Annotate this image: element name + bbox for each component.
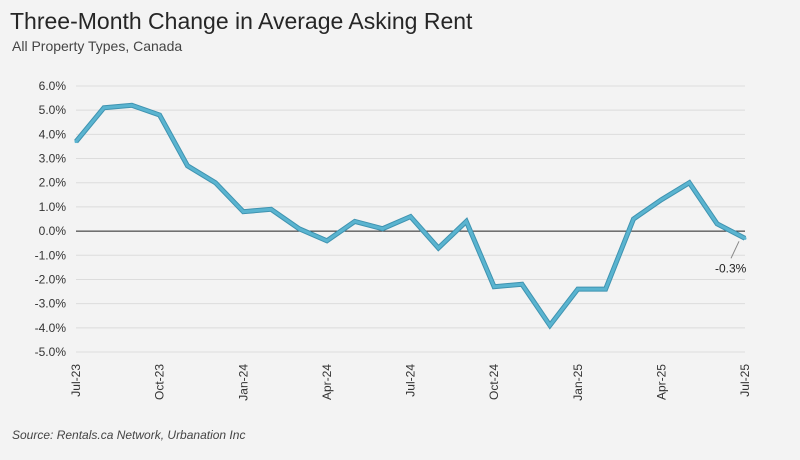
data-point [464, 219, 468, 223]
x-tick-label: Oct-23 [153, 364, 167, 400]
chart-title: Three-Month Change in Average Asking Ren… [10, 8, 473, 34]
annotation-layer: -0.3% [715, 241, 747, 275]
data-point [576, 287, 580, 291]
y-tick-label: 1.0% [39, 200, 67, 214]
y-tick-label: 0.0% [39, 224, 67, 238]
x-tick-label: Oct-24 [487, 364, 501, 400]
data-point [715, 222, 719, 226]
data-point [241, 210, 245, 214]
x-tick-label: Jul-24 [404, 364, 418, 397]
data-point [102, 106, 106, 110]
data-point [297, 227, 301, 231]
data-point [409, 215, 412, 219]
data-point [687, 181, 691, 185]
data-point [353, 219, 357, 223]
y-tick-label: -2.0% [35, 272, 67, 286]
series-layer [74, 102, 747, 330]
x-tick-label: Apr-24 [320, 364, 334, 400]
data-point [325, 239, 329, 243]
x-tick-label: Apr-25 [654, 364, 668, 400]
y-tick-label: -1.0% [35, 248, 67, 262]
source-note: Source: Rentals.ca Network, Urbanation I… [12, 428, 246, 442]
annotation-label: -0.3% [715, 261, 747, 275]
data-point [632, 217, 635, 221]
data-point [213, 181, 217, 185]
data-point [158, 113, 162, 117]
y-tick-label: -3.0% [35, 297, 67, 311]
data-point [436, 246, 440, 250]
y-tick-label: -5.0% [35, 345, 67, 359]
data-point [381, 227, 385, 231]
x-tick-label: Jul-25 [738, 364, 752, 397]
data-point [269, 207, 273, 211]
gridlines [76, 85, 745, 353]
data-point [74, 140, 78, 144]
data-point [604, 287, 608, 291]
x-tick-label: Jul-23 [69, 364, 83, 397]
y-tick-label: 4.0% [39, 127, 67, 141]
x-axis-ticks: Jul-23 Oct-23 Jan-24 Apr-24 Jul-24 Oct-24 Jan-… [69, 364, 752, 401]
data-point [548, 323, 552, 327]
data-point [186, 164, 189, 168]
x-tick-label: Jan-24 [236, 364, 250, 401]
data-point [130, 103, 134, 107]
y-tick-label: 6.0% [39, 79, 67, 93]
y-tick-label: 5.0% [39, 103, 67, 117]
data-point [659, 198, 663, 202]
data-point [520, 282, 524, 286]
y-axis-ticks: 6.0% 5.0% 4.0% 3.0% 2.0% 1.0% 0.0% -1.0% -2.0% -3… [35, 79, 67, 359]
y-tick-label: -4.0% [35, 321, 67, 335]
y-tick-label: 2.0% [39, 176, 67, 190]
y-tick-label: 3.0% [39, 152, 67, 166]
data-point [492, 285, 496, 289]
data-point [743, 236, 747, 240]
annotation-leader [730, 241, 740, 259]
x-tick-label: Jan-25 [571, 364, 585, 401]
chart-subtitle: All Property Types, Canada [12, 38, 183, 54]
